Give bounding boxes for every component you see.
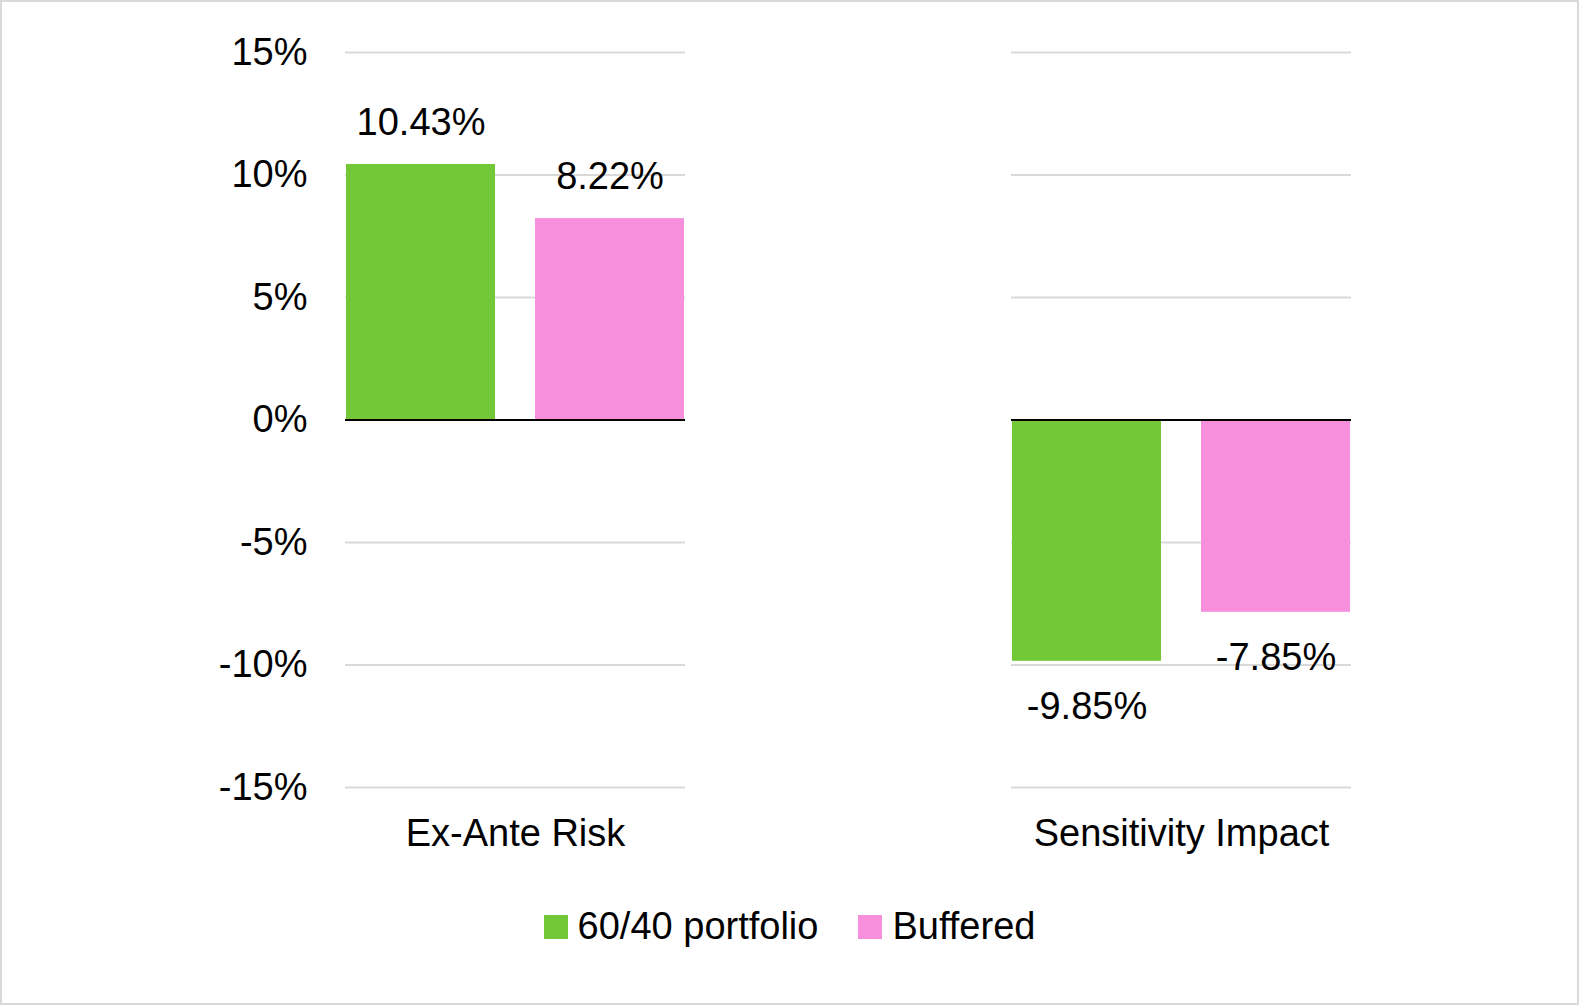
svg-text:-9.85%: -9.85% <box>1027 685 1147 727</box>
svg-text:Sensitivity Impact: Sensitivity Impact <box>1034 812 1330 854</box>
svg-text:Ex-Ante Risk: Ex-Ante Risk <box>406 812 627 854</box>
svg-text:10.43%: 10.43% <box>357 101 486 143</box>
svg-text:0%: 0% <box>253 398 308 440</box>
svg-text:-7.85%: -7.85% <box>1216 636 1336 678</box>
html-text:60/40 portfolio: 60/40 portfolio <box>577 905 819 947</box>
svg-text:10%: 10% <box>231 153 307 195</box>
svg-text:8.22%: 8.22% <box>556 155 664 197</box>
svg-text:-5%: -5% <box>240 521 308 563</box>
html-text:Buffered: Buffered <box>892 905 1036 947</box>
svg-text:-15%: -15% <box>219 766 308 808</box>
svg-text:15%: 15% <box>231 31 307 73</box>
svg-text:5%: 5% <box>253 276 308 318</box>
svg-text:-10%: -10% <box>219 643 308 685</box>
